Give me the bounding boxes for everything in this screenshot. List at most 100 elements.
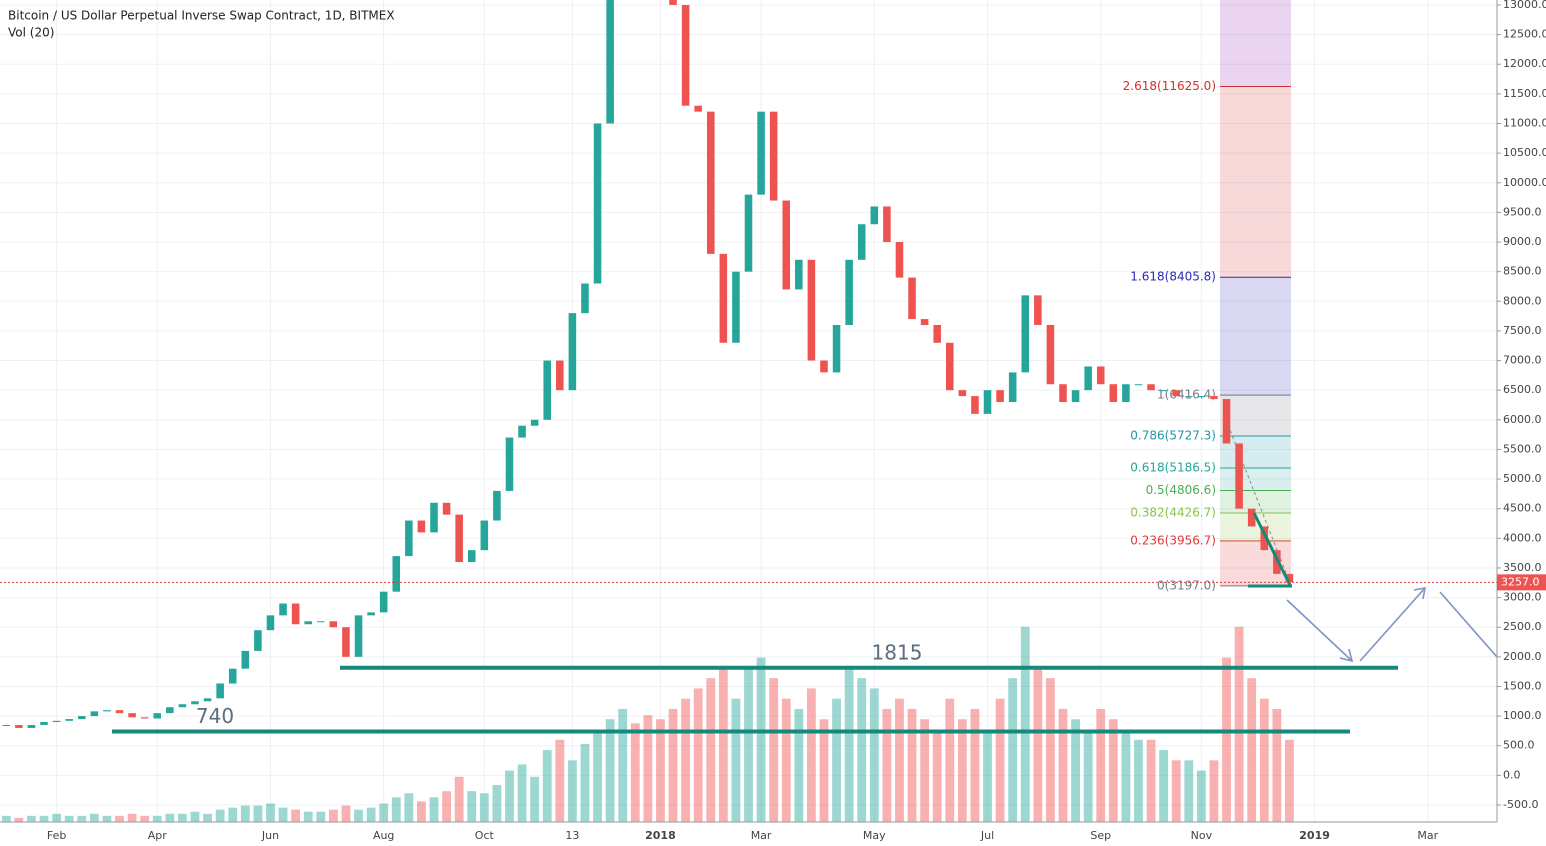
volume-bar: [391, 797, 401, 822]
volume-bar: [957, 719, 967, 822]
volume-bar: [1071, 719, 1080, 822]
volume-bar: [1134, 739, 1143, 822]
y-tick-label: 8500.0: [1503, 265, 1542, 278]
y-tick-label: 9500.0: [1503, 205, 1542, 218]
x-tick-label: Mar: [1417, 829, 1438, 842]
candle: [467, 550, 476, 563]
y-tick-label: 10500.0: [1503, 146, 1546, 159]
volume-bar: [404, 793, 414, 822]
arrow-head: [1339, 648, 1354, 663]
candle: [681, 4, 690, 106]
candle: [518, 425, 526, 438]
volume-bar: [140, 815, 150, 822]
candle: [342, 627, 350, 657]
volume-bar: [718, 667, 728, 822]
volume-bar: [819, 719, 829, 822]
candle: [367, 612, 375, 616]
y-tick-label: 2500.0: [1503, 620, 1542, 633]
y-tick-label: 7500.0: [1503, 324, 1542, 337]
y-tick-label: 3000.0: [1503, 591, 1542, 604]
volume-bar: [907, 708, 917, 822]
fib-band: [1220, 0, 1291, 87]
y-tick-label: 3500.0: [1503, 561, 1542, 574]
candle: [971, 396, 979, 414]
candle: [254, 630, 262, 651]
candle: [379, 591, 388, 613]
candle: [958, 390, 967, 397]
volume-bar: [769, 678, 779, 822]
candle: [568, 313, 577, 391]
candle: [480, 520, 489, 551]
candle: [329, 621, 338, 628]
volume-bar: [1285, 739, 1294, 822]
volume-bar: [781, 698, 791, 822]
y-tick-label: -500.0: [1503, 798, 1538, 811]
volume-bar: [366, 807, 376, 822]
candle: [1008, 372, 1017, 403]
volume-bar: [530, 776, 540, 822]
candle: [115, 710, 124, 714]
candle: [1034, 295, 1042, 325]
volume-bar: [341, 805, 351, 822]
volume-bar: [203, 813, 212, 822]
wedge-line: [1252, 512, 1292, 586]
x-tick-label: 2018: [645, 829, 676, 842]
candle: [241, 650, 250, 669]
volume-bar: [215, 809, 225, 822]
volume-bar: [240, 805, 250, 822]
volume-bar: [1046, 678, 1055, 822]
volume-bar: [832, 698, 841, 822]
volume-bar: [844, 667, 854, 822]
candle: [493, 490, 501, 521]
volume-bar: [454, 776, 464, 822]
chart-title: Bitcoin / US Dollar Perpetual Inverse Sw…: [8, 9, 395, 23]
volume-bar: [542, 750, 552, 822]
x-tick-label: Mar: [751, 829, 772, 842]
volume-bar: [895, 698, 904, 822]
candle: [455, 514, 463, 563]
candle: [405, 520, 413, 557]
candle: [317, 621, 325, 623]
fib-band: [1220, 435, 1291, 469]
candle: [581, 283, 589, 314]
volume-bar: [794, 708, 804, 822]
fib-band: [1220, 86, 1291, 278]
candle: [216, 683, 224, 699]
volume-bar: [303, 811, 313, 822]
volume-bar: [668, 708, 678, 822]
volume-bar: [165, 813, 175, 822]
candle: [354, 615, 363, 657]
candle: [1021, 295, 1030, 373]
volume-bar: [580, 743, 590, 822]
fib-label: 0.382(4426.7): [1130, 506, 1216, 520]
volume-bar: [127, 813, 137, 822]
candle: [946, 342, 954, 391]
candle: [1046, 324, 1055, 385]
fib-label: 0.5(4806.6): [1146, 483, 1216, 497]
y-tick-label: 7000.0: [1503, 354, 1542, 367]
y-tick-label: 4500.0: [1503, 502, 1542, 515]
candle: [166, 707, 174, 714]
volume-bar: [1, 815, 11, 822]
fib-label: 0.236(3956.7): [1130, 533, 1216, 547]
volume-bar: [731, 698, 741, 822]
candle: [769, 111, 778, 201]
candle: [417, 520, 426, 533]
candle: [27, 724, 36, 728]
volume-bar: [115, 815, 124, 822]
volume-bar: [630, 723, 640, 822]
volume-bar: [1272, 708, 1282, 822]
candle: [2, 724, 11, 726]
candle: [153, 713, 162, 719]
volume-bar: [89, 813, 99, 822]
y-tick-label: 6500.0: [1503, 383, 1542, 396]
volume-bar: [567, 760, 577, 822]
volume-bar: [190, 811, 200, 822]
volume-bar: [505, 770, 514, 822]
volume-bar: [983, 729, 992, 822]
volume-bar: [693, 688, 703, 822]
candle: [505, 437, 514, 491]
volume-pane: [1, 626, 1294, 822]
